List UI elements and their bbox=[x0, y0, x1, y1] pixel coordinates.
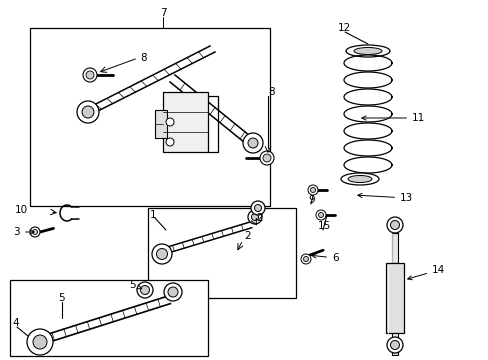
Circle shape bbox=[301, 254, 310, 264]
Text: 1: 1 bbox=[150, 210, 156, 220]
Circle shape bbox=[82, 106, 94, 118]
Bar bbox=[10, 280, 207, 356]
Circle shape bbox=[152, 244, 172, 264]
Text: 13: 13 bbox=[357, 193, 412, 203]
Circle shape bbox=[137, 282, 153, 298]
Text: 2: 2 bbox=[244, 231, 250, 241]
Circle shape bbox=[140, 285, 149, 294]
Circle shape bbox=[318, 212, 323, 217]
Circle shape bbox=[254, 204, 261, 211]
Text: 3: 3 bbox=[13, 227, 34, 237]
Ellipse shape bbox=[346, 45, 389, 57]
Circle shape bbox=[247, 138, 258, 148]
Bar bbox=[385, 263, 403, 333]
Text: 11: 11 bbox=[361, 113, 425, 123]
Circle shape bbox=[303, 256, 308, 261]
Circle shape bbox=[386, 217, 402, 233]
Text: 2: 2 bbox=[256, 213, 262, 223]
Circle shape bbox=[30, 227, 40, 237]
Circle shape bbox=[263, 154, 270, 162]
Circle shape bbox=[168, 287, 178, 297]
Circle shape bbox=[27, 329, 53, 355]
Ellipse shape bbox=[353, 48, 381, 54]
Text: 9: 9 bbox=[307, 195, 314, 205]
Bar bbox=[391, 233, 397, 263]
Circle shape bbox=[260, 151, 273, 165]
Bar bbox=[163, 92, 207, 152]
Text: 15: 15 bbox=[317, 221, 330, 231]
Ellipse shape bbox=[340, 173, 378, 185]
Text: 10: 10 bbox=[15, 205, 28, 215]
Circle shape bbox=[251, 213, 258, 220]
Circle shape bbox=[390, 341, 399, 350]
Circle shape bbox=[163, 283, 182, 301]
Circle shape bbox=[390, 220, 399, 230]
Circle shape bbox=[86, 71, 94, 79]
Circle shape bbox=[310, 188, 315, 193]
Circle shape bbox=[243, 133, 263, 153]
Circle shape bbox=[315, 210, 325, 220]
Circle shape bbox=[307, 185, 317, 195]
Bar bbox=[30, 28, 269, 206]
Circle shape bbox=[165, 118, 174, 126]
Text: 5: 5 bbox=[58, 293, 64, 303]
Circle shape bbox=[247, 210, 262, 224]
Bar bbox=[391, 333, 397, 355]
Bar bbox=[155, 110, 167, 138]
Text: 8: 8 bbox=[267, 87, 274, 97]
Text: 8: 8 bbox=[140, 53, 146, 63]
Text: 12: 12 bbox=[337, 23, 350, 33]
Circle shape bbox=[156, 248, 167, 260]
Ellipse shape bbox=[347, 175, 371, 183]
Circle shape bbox=[33, 335, 47, 349]
Text: 4: 4 bbox=[12, 318, 19, 328]
Circle shape bbox=[77, 101, 99, 123]
Text: 7: 7 bbox=[160, 8, 166, 18]
Circle shape bbox=[250, 201, 264, 215]
Text: 14: 14 bbox=[407, 265, 445, 280]
Circle shape bbox=[83, 68, 97, 82]
Circle shape bbox=[386, 337, 402, 353]
Text: 5: 5 bbox=[129, 280, 142, 290]
Bar bbox=[148, 208, 295, 298]
Circle shape bbox=[32, 230, 38, 234]
Circle shape bbox=[165, 138, 174, 146]
Text: 6: 6 bbox=[311, 253, 338, 263]
